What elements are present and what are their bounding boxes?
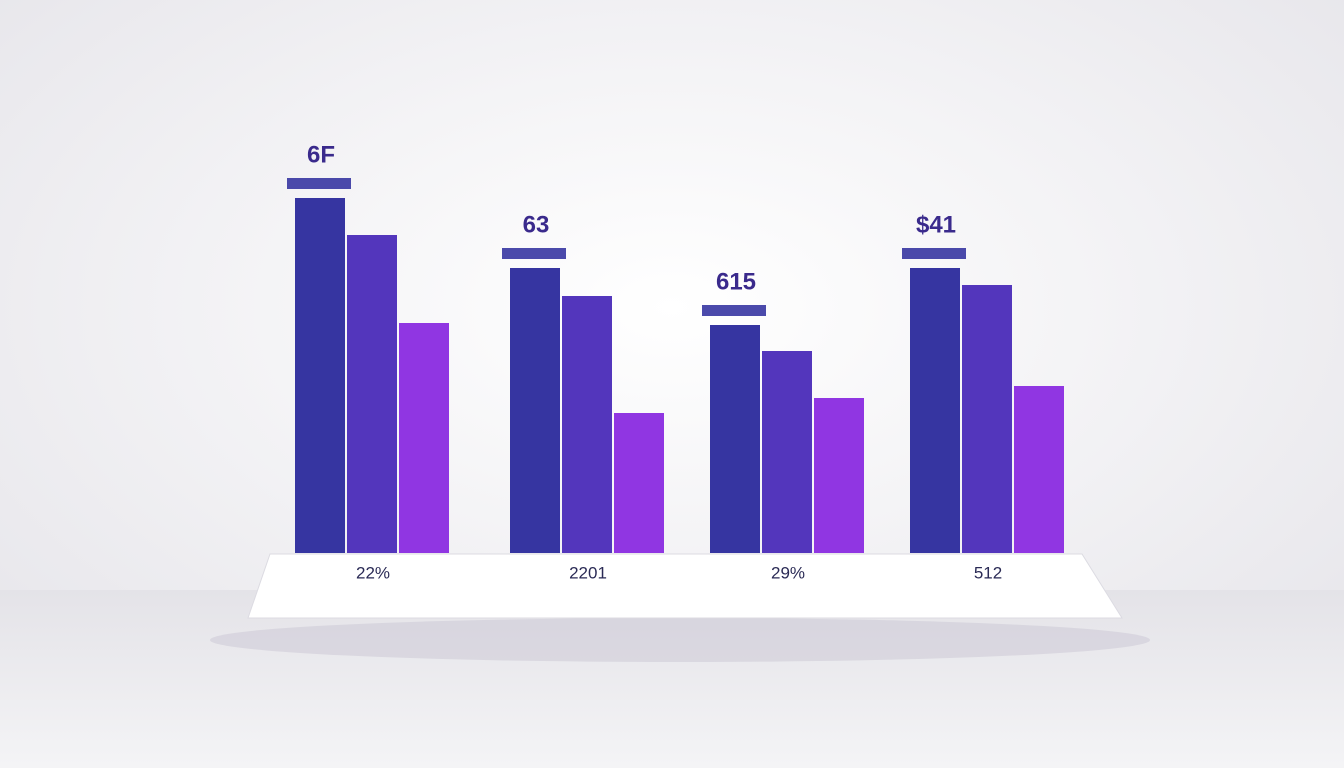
bar-cap — [502, 248, 566, 259]
bar — [710, 325, 760, 553]
bar — [399, 323, 449, 553]
annotation: 63 — [523, 211, 550, 238]
x-tick-label: 2201 — [569, 563, 607, 582]
annotation: 615 — [716, 268, 756, 295]
bar-cap — [287, 178, 351, 189]
bar — [295, 198, 345, 553]
bar — [814, 398, 864, 553]
bar — [1014, 386, 1064, 553]
shadow — [210, 618, 1150, 662]
bar — [910, 268, 960, 553]
bar — [962, 285, 1012, 553]
bar — [510, 268, 560, 553]
bar — [347, 235, 397, 553]
bar — [762, 351, 812, 553]
x-tick-label: 29% — [771, 563, 805, 582]
bars: 6F 22% 63 2201 615 29% $41 512 — [287, 141, 1064, 582]
annotation: $41 — [916, 211, 956, 238]
bar — [562, 296, 612, 553]
x-tick-label: 512 — [974, 563, 1002, 582]
annotation: 6F — [307, 141, 335, 168]
bar-cap — [902, 248, 966, 259]
bar — [614, 413, 664, 553]
x-tick-label: 22% — [356, 563, 390, 582]
platform — [247, 553, 1123, 619]
bar-cap — [702, 305, 766, 316]
